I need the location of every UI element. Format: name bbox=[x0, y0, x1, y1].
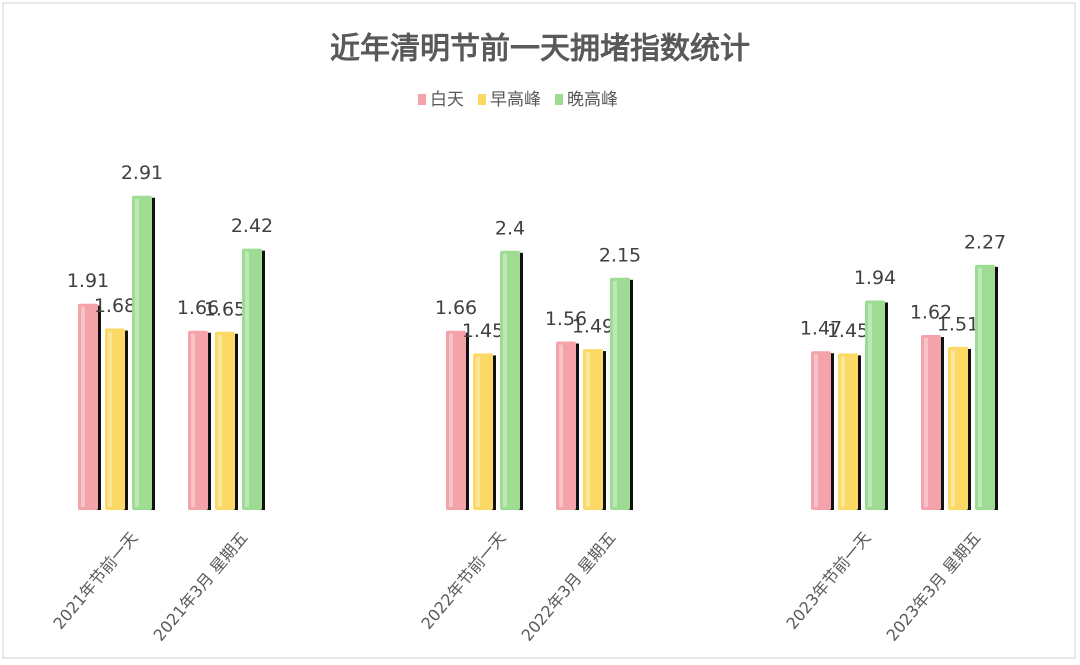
bar bbox=[975, 264, 995, 510]
value-label: 1.65 bbox=[204, 298, 246, 320]
bar-highlight bbox=[841, 356, 845, 507]
legend-label: 白天 bbox=[430, 90, 464, 110]
bar-highlight bbox=[476, 356, 480, 507]
bar-shadow bbox=[464, 332, 469, 510]
bar-shadow bbox=[856, 355, 861, 510]
bar bbox=[583, 349, 603, 510]
bar-highlight bbox=[135, 198, 139, 507]
value-label: 1.45 bbox=[462, 320, 504, 342]
bar bbox=[446, 330, 466, 510]
bar-highlight bbox=[951, 349, 955, 507]
bar-shadow bbox=[96, 305, 101, 510]
legend-label: 早高峰 bbox=[490, 90, 541, 110]
bar bbox=[188, 330, 208, 510]
bar bbox=[865, 300, 885, 510]
value-label: 1.68 bbox=[94, 295, 136, 317]
bar-shadow bbox=[993, 266, 998, 510]
bar-shadow bbox=[518, 252, 523, 511]
bar-shadow bbox=[939, 337, 944, 510]
bar bbox=[105, 328, 125, 510]
legend-swatch bbox=[555, 94, 563, 105]
bar bbox=[921, 335, 941, 510]
bar-shadow bbox=[628, 279, 633, 510]
bar-highlight bbox=[245, 251, 249, 507]
bar-highlight bbox=[814, 354, 818, 507]
bar bbox=[500, 250, 520, 511]
bar-highlight bbox=[978, 267, 982, 507]
bar-shadow bbox=[829, 353, 834, 510]
bar-highlight bbox=[559, 344, 563, 507]
bar-highlight bbox=[108, 331, 112, 507]
bar bbox=[948, 346, 968, 510]
bar bbox=[132, 195, 152, 510]
bar-highlight bbox=[449, 333, 453, 507]
legend-label: 晚高峰 bbox=[567, 90, 618, 110]
value-label: 1.47 bbox=[800, 318, 842, 340]
bar-shadow bbox=[233, 333, 238, 510]
bar-shadow bbox=[601, 351, 606, 510]
value-label: 1.91 bbox=[67, 270, 109, 292]
value-label: 2.4 bbox=[495, 217, 525, 239]
legend-swatch bbox=[478, 94, 486, 105]
value-label: 2.91 bbox=[121, 162, 163, 184]
bar-highlight bbox=[924, 338, 928, 507]
bar bbox=[811, 351, 831, 510]
value-label: 1.56 bbox=[545, 308, 587, 330]
bar-shadow bbox=[260, 250, 265, 510]
value-label: 1.62 bbox=[910, 302, 952, 324]
value-label: 2.42 bbox=[231, 215, 273, 237]
bar-highlight bbox=[191, 333, 195, 507]
legend: 白天 早高峰 晚高峰 bbox=[418, 90, 618, 110]
bar-shadow bbox=[491, 355, 496, 510]
value-label: 1.66 bbox=[435, 297, 477, 319]
bar bbox=[473, 353, 493, 510]
bar-highlight bbox=[218, 334, 222, 507]
bar bbox=[556, 341, 576, 510]
bar-shadow bbox=[574, 343, 579, 510]
legend-swatch bbox=[418, 94, 426, 105]
bar-shadow bbox=[206, 332, 211, 510]
bar-highlight bbox=[586, 352, 590, 507]
bar bbox=[838, 353, 858, 510]
value-label: 1.49 bbox=[572, 316, 614, 338]
bar-highlight bbox=[503, 253, 507, 507]
value-label: 1.66 bbox=[177, 297, 219, 319]
bar-shadow bbox=[123, 330, 128, 510]
bar-highlight bbox=[868, 303, 872, 507]
bar-shadow bbox=[966, 348, 971, 510]
bar-shadow bbox=[150, 197, 155, 510]
chart-title: 近年清明节前一天拥堵指数统计 bbox=[330, 32, 750, 67]
bar bbox=[242, 248, 262, 510]
value-label: 1.51 bbox=[937, 313, 979, 335]
bar bbox=[215, 331, 235, 510]
bar-highlight bbox=[81, 306, 85, 507]
bar bbox=[610, 277, 630, 510]
value-label: 2.15 bbox=[599, 244, 641, 266]
value-label: 1.94 bbox=[854, 267, 896, 289]
bar-highlight bbox=[613, 280, 617, 507]
value-label: 2.27 bbox=[964, 231, 1006, 253]
bar-shadow bbox=[883, 302, 888, 510]
bar bbox=[78, 303, 98, 510]
value-label: 1.45 bbox=[827, 320, 869, 342]
